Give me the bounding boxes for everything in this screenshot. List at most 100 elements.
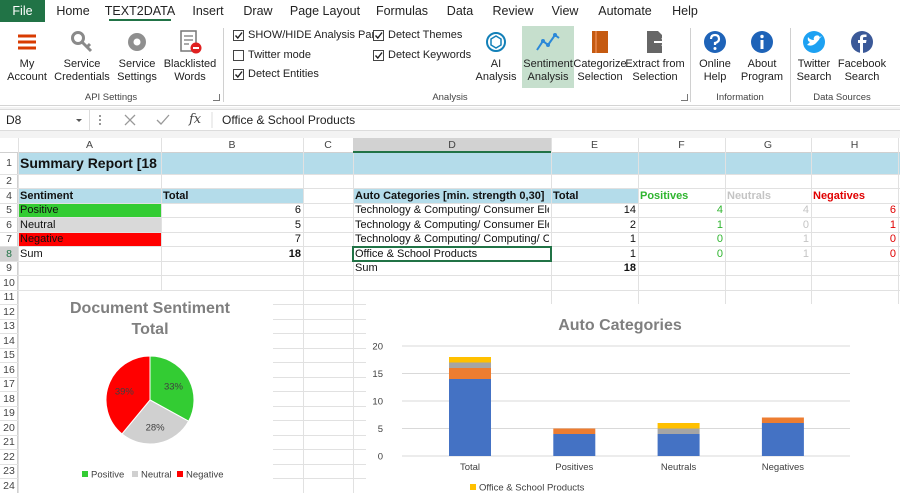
cell[interactable]: Technology & Computing/ Consumer Electro bbox=[355, 204, 549, 216]
checkbox[interactable] bbox=[233, 69, 244, 80]
selected-cell[interactable] bbox=[352, 245, 552, 262]
ribbon-tab[interactable]: Formulas bbox=[375, 4, 429, 18]
ribbon-tab[interactable]: View bbox=[551, 4, 579, 18]
checkbox[interactable] bbox=[373, 50, 384, 61]
cell[interactable]: Summary Report [18 documents] bbox=[20, 155, 159, 171]
row-header[interactable]: 20 bbox=[3, 421, 15, 434]
cell[interactable]: 0 bbox=[889, 247, 896, 260]
row-header[interactable]: 7 bbox=[6, 233, 12, 245]
row-header[interactable]: 15 bbox=[3, 349, 15, 361]
column-header[interactable]: F bbox=[678, 139, 685, 151]
row-header[interactable]: 18 bbox=[3, 392, 15, 405]
row-header[interactable]: 10 bbox=[3, 276, 15, 289]
checkbox-label[interactable]: Detect Entities bbox=[248, 68, 319, 80]
ribbon-tab[interactable]: Automate bbox=[598, 4, 652, 18]
row-header[interactable]: 13 bbox=[3, 320, 15, 332]
ribbon-tab[interactable]: TEXT2DATA bbox=[104, 4, 176, 18]
column-header[interactable]: H bbox=[850, 139, 859, 151]
ribbon-tab[interactable]: Draw bbox=[243, 4, 273, 18]
checkbox-label[interactable]: SHOW/HIDE Analysis Pane bbox=[248, 29, 384, 41]
row-header[interactable]: 11 bbox=[3, 291, 15, 303]
cell[interactable]: 1 bbox=[716, 218, 723, 231]
cell[interactable]: 4 bbox=[716, 204, 723, 216]
row-header[interactable]: 12 bbox=[3, 305, 15, 318]
column-header[interactable]: E bbox=[590, 139, 598, 151]
column-header[interactable]: C bbox=[324, 139, 332, 151]
cell[interactable]: 0 bbox=[716, 247, 723, 260]
cell[interactable]: 1 bbox=[802, 247, 809, 260]
row-header[interactable]: 24 bbox=[3, 479, 15, 492]
cell[interactable]: 5 bbox=[294, 218, 301, 231]
cell[interactable]: 7 bbox=[294, 233, 301, 245]
cell[interactable]: Auto Categories [min. strength 0,30] bbox=[355, 189, 545, 202]
row-header[interactable]: 6 bbox=[6, 218, 12, 231]
cell[interactable]: 6 bbox=[294, 204, 301, 216]
ribbon-tab[interactable]: Help bbox=[672, 4, 698, 18]
cell[interactable]: 1 bbox=[629, 247, 636, 260]
dialog-launcher[interactable] bbox=[681, 94, 688, 101]
row-header[interactable]: 22 bbox=[3, 450, 15, 463]
ribbon-button[interactable] bbox=[522, 26, 574, 88]
name-box-text[interactable]: D8 bbox=[6, 113, 22, 127]
row-header[interactable]: 2 bbox=[6, 175, 12, 187]
column-header[interactable]: G bbox=[763, 139, 773, 151]
cell[interactable]: Positive bbox=[20, 204, 59, 216]
row-header[interactable]: 4 bbox=[6, 189, 12, 202]
ribbon-tab[interactable]: Data bbox=[446, 4, 474, 18]
cell[interactable]: 18 bbox=[623, 262, 636, 274]
cell[interactable]: Total bbox=[553, 189, 579, 202]
dialog-launcher[interactable] bbox=[213, 94, 220, 101]
row-header[interactable]: 16 bbox=[3, 363, 15, 376]
row-header[interactable]: 5 bbox=[6, 204, 12, 216]
cell[interactable]: Neutrals bbox=[727, 189, 772, 202]
cell[interactable]: 2 bbox=[629, 218, 636, 231]
formula-text[interactable]: Office & School Products bbox=[222, 113, 356, 127]
ribbon-tab[interactable]: Home bbox=[56, 4, 90, 18]
row-header[interactable]: 14 bbox=[3, 334, 15, 347]
cell[interactable]: 1 bbox=[802, 233, 809, 245]
ribbon-tab[interactable]: Page Layout bbox=[289, 4, 361, 18]
cell[interactable]: Positives bbox=[640, 189, 689, 202]
checkbox-label[interactable]: Detect Keywords bbox=[388, 49, 472, 61]
row-header[interactable]: 9 bbox=[6, 262, 12, 274]
cell[interactable]: 0 bbox=[889, 233, 896, 245]
cell[interactable]: 0 bbox=[716, 233, 723, 245]
column-header[interactable]: D bbox=[353, 138, 551, 153]
cell[interactable]: Technology & Computing/ Computing/ Comp bbox=[355, 233, 549, 245]
cell[interactable]: Negative bbox=[20, 233, 64, 245]
row-header[interactable]: 21 bbox=[3, 436, 15, 448]
cell[interactable]: 14 bbox=[623, 204, 636, 216]
ribbon-tab[interactable]: Insert bbox=[192, 4, 224, 18]
cell[interactable]: 1 bbox=[629, 233, 636, 245]
cell[interactable]: 18 bbox=[288, 247, 301, 260]
checkbox[interactable] bbox=[373, 30, 384, 41]
row-header[interactable]: 17 bbox=[3, 378, 15, 390]
row-header[interactable]: 19 bbox=[3, 407, 15, 419]
ribbon-tab[interactable]: File bbox=[0, 0, 45, 22]
cell[interactable]: Office & School Products bbox=[355, 247, 478, 260]
fx-button[interactable]: fx bbox=[189, 112, 202, 127]
name-box[interactable] bbox=[2, 110, 90, 130]
column-header[interactable]: B bbox=[228, 139, 236, 151]
checkbox[interactable] bbox=[233, 50, 244, 61]
cell[interactable]: Sum bbox=[355, 262, 378, 274]
cell[interactable]: Sentiment bbox=[20, 189, 74, 202]
cell[interactable]: 1 bbox=[889, 218, 896, 231]
cell[interactable]: 0 bbox=[802, 218, 809, 231]
cell[interactable]: 6 bbox=[889, 204, 896, 216]
cell[interactable]: Sum bbox=[20, 247, 43, 260]
cell-fill bbox=[18, 203, 161, 218]
checkbox-label[interactable]: Detect Themes bbox=[388, 29, 463, 41]
column-header[interactable]: A bbox=[85, 139, 93, 151]
row-header[interactable]: 8 bbox=[0, 246, 18, 261]
row-header[interactable]: 23 bbox=[3, 465, 15, 477]
cell[interactable]: Neutral bbox=[20, 218, 56, 231]
cell[interactable]: Technology & Computing/ Consumer Electro bbox=[355, 218, 549, 231]
checkbox-label[interactable]: Twitter mode bbox=[248, 49, 311, 61]
cell[interactable]: 4 bbox=[802, 204, 809, 216]
ribbon-tab[interactable]: Review bbox=[492, 4, 534, 18]
checkbox[interactable] bbox=[233, 30, 244, 41]
row-header[interactable]: 1 bbox=[6, 157, 12, 169]
cell[interactable]: Total bbox=[163, 189, 189, 202]
cell[interactable]: Negatives bbox=[813, 189, 865, 202]
